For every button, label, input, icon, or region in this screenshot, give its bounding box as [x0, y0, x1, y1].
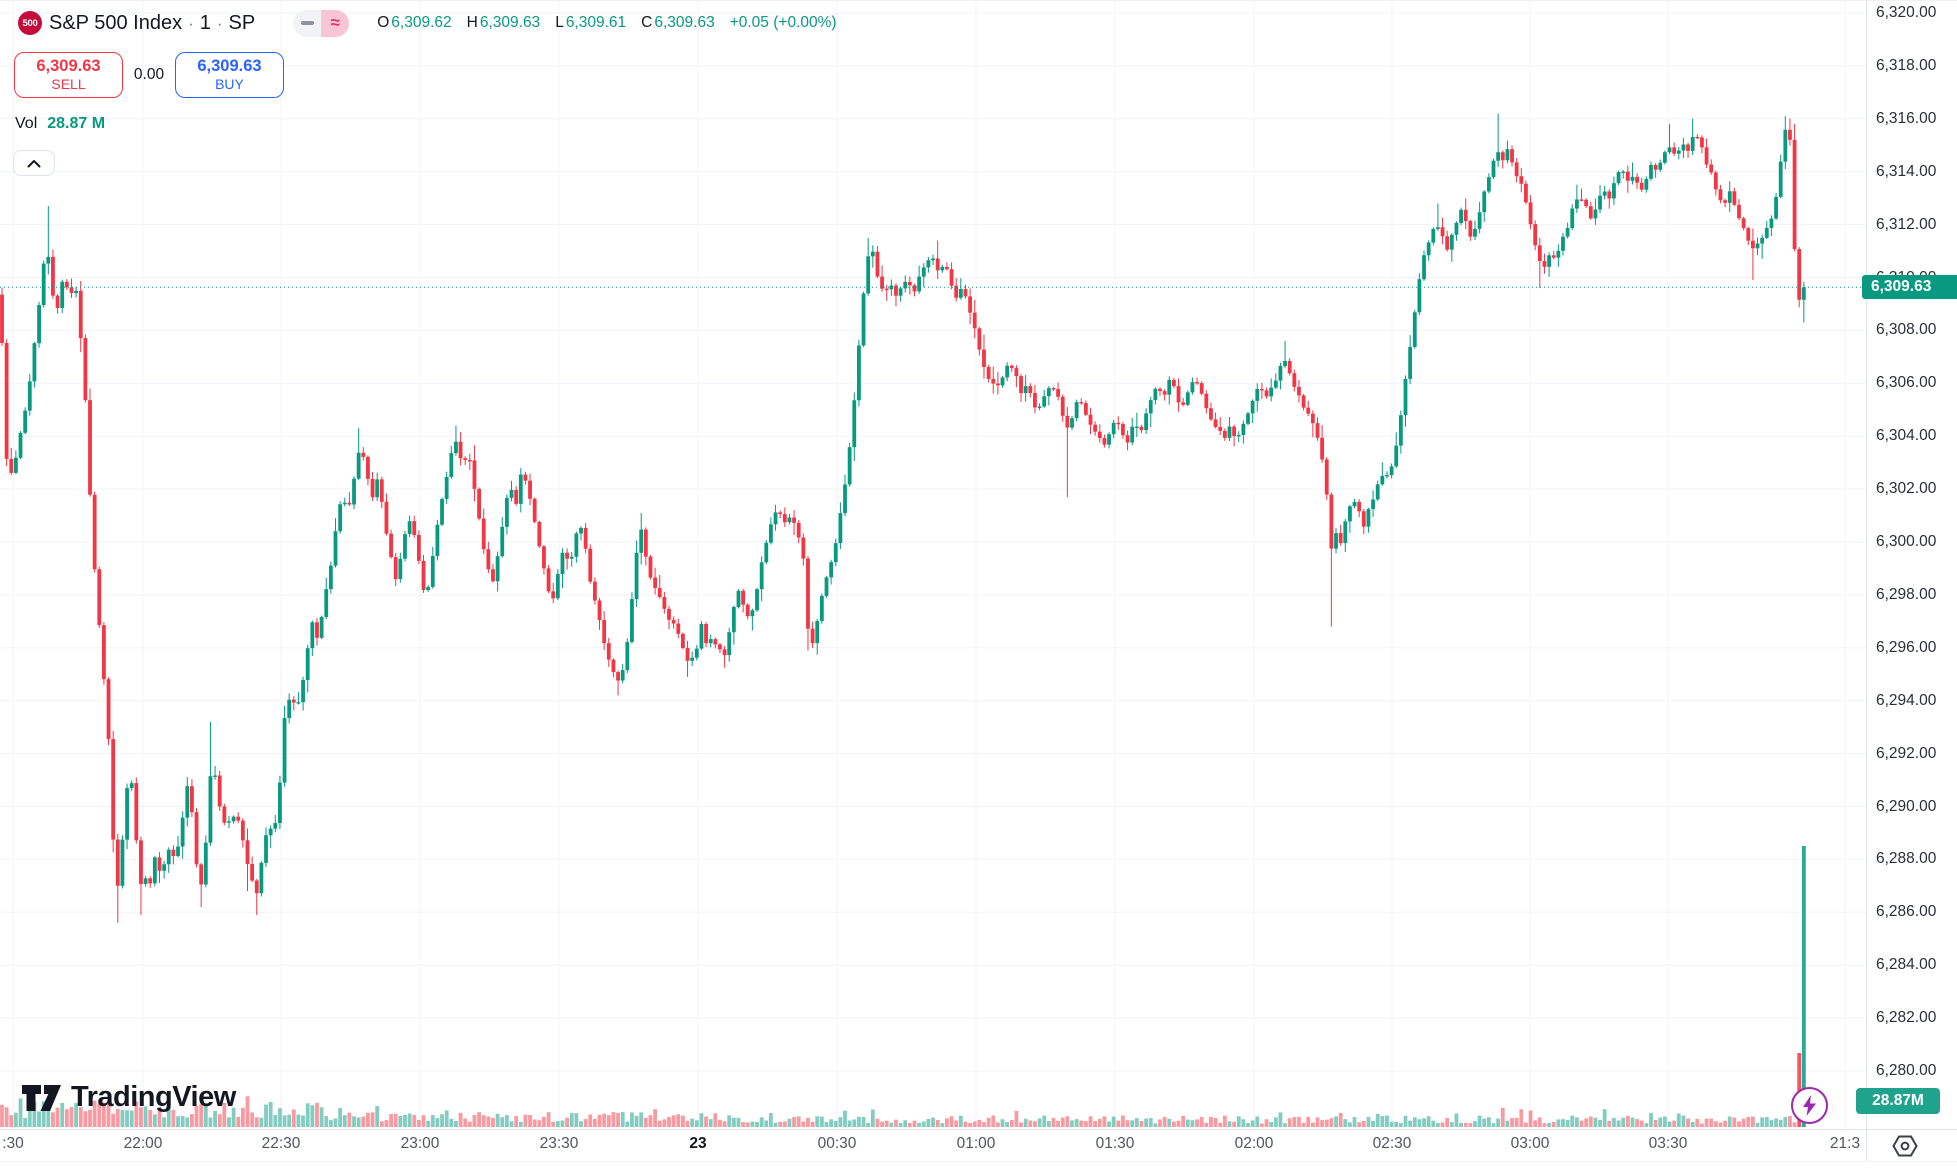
exchange-value: SP — [228, 11, 256, 34]
ohlc-readout: O 6,309.62 H 6,309.63 L 6,309.61 C 6,309.63 … — [377, 14, 837, 31]
price-axis-label: 6,284.00 — [1876, 956, 1937, 974]
time-axis-label: 02:30 — [1372, 1135, 1412, 1152]
axis-separator-horizontal — [0, 1129, 1957, 1130]
volume-value: 28.87 M — [47, 115, 106, 132]
high-value: 6,309.63 — [479, 14, 541, 31]
symbol-title[interactable]: S&P 500 Index · 1 · SP — [49, 11, 256, 34]
price-axis-label: 6,300.00 — [1876, 533, 1937, 550]
interval-value: 1 — [199, 11, 211, 34]
volume-badge: 28.87M — [1856, 1088, 1940, 1114]
price-axis-label: 6,288.00 — [1876, 850, 1937, 868]
time-axis-label: :30 — [2, 1135, 24, 1152]
bottom-divider — [0, 1161, 1957, 1162]
collapse-button[interactable] — [13, 150, 55, 176]
time-axis[interactable]: :30 22:00 22:30 23:00 23:30 23 00:30 01:00 01:30… — [0, 1130, 1866, 1161]
time-axis-label: 23:30 — [539, 1135, 579, 1152]
time-axis-label: 00:30 — [817, 1135, 857, 1152]
time-axis-label: 22:00 — [123, 1135, 163, 1152]
hex-nut-icon — [1891, 1135, 1918, 1157]
price-axis-label: 6,292.00 — [1876, 744, 1937, 762]
tradingview-logo[interactable]: TradingView — [21, 1081, 236, 1114]
price-axis-label: 6,308.00 — [1876, 321, 1937, 339]
buy-button[interactable]: 6,309.63 BUY — [175, 52, 284, 98]
time-axis-label: 23:00 — [400, 1135, 440, 1152]
time-axis-label: 23 — [689, 1135, 707, 1152]
tradingview-glyph-icon — [22, 1084, 61, 1111]
lightning-button[interactable] — [1791, 1087, 1828, 1124]
time-axis-label: 21:3 — [1829, 1135, 1861, 1152]
settings-icon[interactable] — [1890, 1133, 1919, 1159]
volume-layer — [0, 846, 1806, 1127]
price-axis[interactable]: 6,309.63 28.87M 6,320.00 6,318.00 6,316.00… — [1856, 1, 1957, 1129]
low-value: 6,309.61 — [565, 14, 627, 31]
close-value: 6,309.63 — [654, 14, 715, 31]
time-axis-label: 03:30 — [1648, 1135, 1688, 1152]
price-axis-label: 6,314.00 — [1876, 162, 1937, 180]
time-axis-label: 03:00 — [1510, 1135, 1550, 1152]
open-value: 6,309.62 — [391, 14, 452, 31]
price-axis-label: 6,282.00 — [1876, 1009, 1937, 1027]
price-axis-label: 6,280.00 — [1876, 1062, 1937, 1079]
time-axis-label: 01:00 — [956, 1135, 996, 1152]
lightning-icon — [1803, 1095, 1816, 1116]
change-value: +0.05 (+0.00%) — [729, 14, 837, 31]
price-axis-label: 6,286.00 — [1876, 903, 1937, 921]
price-axis-label: 6,290.00 — [1876, 797, 1937, 815]
chart-status-toggle[interactable]: ≈ — [293, 9, 350, 37]
price-axis-label: 6,312.00 — [1876, 215, 1937, 233]
price-axis-label: 6,304.00 — [1876, 427, 1937, 445]
price-axis-label: 6,320.00 — [1876, 4, 1937, 21]
minimize-icon — [293, 9, 322, 37]
time-axis-label: 01:30 — [1095, 1135, 1135, 1152]
sell-button[interactable]: 6,309.63 SELL — [14, 52, 123, 98]
price-axis-label: 6,306.00 — [1876, 374, 1937, 392]
symbol-logo: 500 — [18, 11, 42, 35]
price-axis-label: 6,294.00 — [1876, 691, 1937, 709]
last-price-badge: 6,309.63 — [1862, 275, 1957, 300]
chevron-up-icon — [27, 159, 41, 167]
price-axis-label: 6,316.00 — [1876, 109, 1937, 127]
time-axis-label: 22:30 — [261, 1135, 301, 1152]
grid-layer — [0, 1, 1866, 1129]
volume-label: Vol — [15, 115, 38, 132]
approx-icon: ≈ — [321, 9, 350, 37]
axis-separator-vertical — [1866, 1, 1867, 1161]
time-axis-label: 02:00 — [1234, 1135, 1274, 1152]
price-axis-label: 6,302.00 — [1876, 480, 1937, 498]
candlestick-layer — [0, 113, 1806, 923]
spread-value: 0.00 — [133, 66, 165, 83]
chart-canvas[interactable] — [0, 1, 1866, 1129]
price-axis-label: 6,296.00 — [1876, 638, 1937, 656]
price-axis-label: 6,318.00 — [1876, 56, 1937, 74]
price-axis-label: 6,298.00 — [1876, 585, 1937, 603]
volume-readout: Vol 28.87 M — [15, 115, 105, 133]
